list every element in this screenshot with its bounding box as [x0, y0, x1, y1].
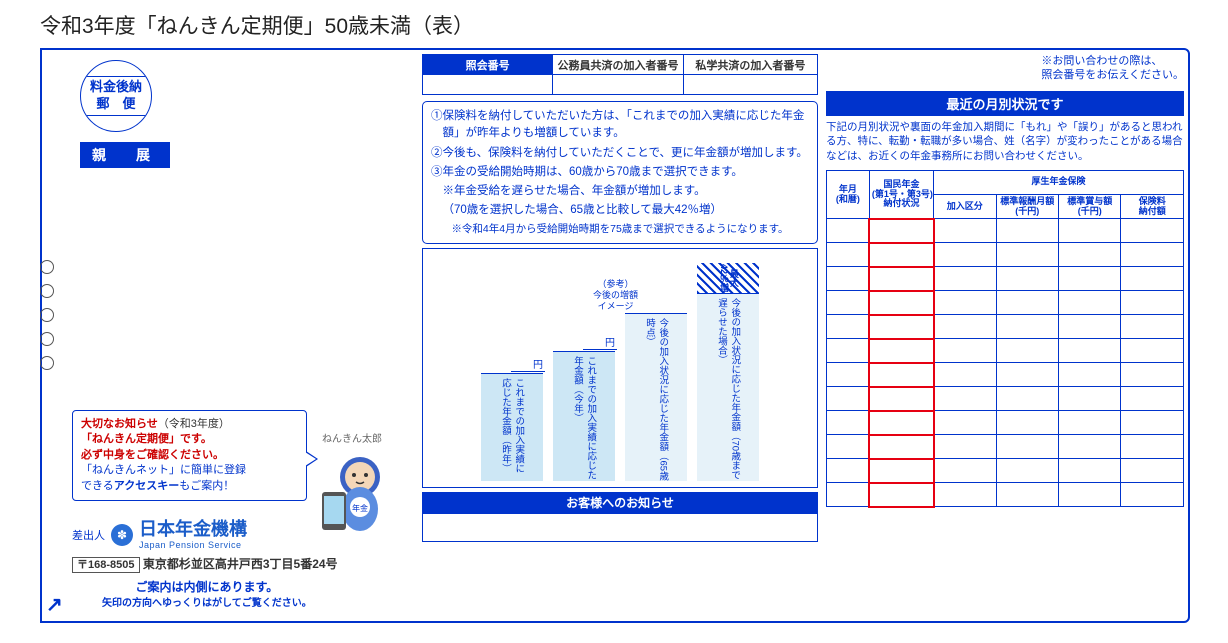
chart-bar: 今後の加入状況に応じた年金額（65歳時点）: [625, 313, 687, 481]
bar-label: これまでの加入実績に応じた年金額（今年）: [571, 356, 598, 481]
street-address: 東京都杉並区高井戸西3丁目5番24号: [143, 557, 338, 571]
monthly-grid: 年月 (和暦) 国民年金 (第1号・第3号) 納付状況 厚生年金保険 加入区分 …: [826, 170, 1184, 508]
peel-arrow-icon: ↗: [46, 592, 63, 617]
sender-address: 〒168-8505 東京都杉並区高井戸西3丁目5番24号: [72, 555, 338, 572]
info-item-3a: ※年金受給を遅らせた場合、年金額が増加します。: [431, 183, 809, 200]
col-sub3: 標準賞与額 (千円): [1059, 194, 1121, 219]
speech-l3: 必ず中身をご確認ください。: [81, 449, 224, 461]
mascot-icon: 年金: [312, 447, 392, 542]
mascot-name: ねんきん太郎: [312, 430, 392, 445]
speech-l4b: できる: [81, 480, 114, 492]
col-nk: 国民年金 (第1号・第3号) 納付状況: [869, 170, 933, 219]
col-ym: 年月 (和暦): [827, 170, 870, 219]
col-sub1: 加入区分: [934, 194, 996, 219]
yen-tag: 円: [511, 356, 545, 372]
postcard-frame: 料金後納 郵 便 親 展 大切なお知らせ（令和3年度） 「ねんきん定期便」です。…: [40, 48, 1190, 623]
table-row: [827, 219, 1184, 243]
page-title: 令和3年度「ねんきん定期便」50歳未満（表）: [40, 10, 1188, 40]
hdr-c2: 公務員共済の加入者番号: [553, 55, 683, 75]
speech-l2: 「ねんきん定期便」です。: [81, 433, 212, 445]
header-table: 照会番号 公務員共済の加入者番号 私学共済の加入者番号: [422, 54, 818, 95]
bar-label: これまでの加入実績に応じた年金額（昨年）: [499, 378, 526, 481]
status-desc: 下記の月別状況や裏面の年金加入期間に「もれ」や「誤り」があると思われる方、特に、…: [826, 120, 1184, 164]
svg-text:年金: 年金: [352, 503, 368, 513]
footer-note: ご案内は内側にあります。 矢印の方向へゆっくりはがしてご覧ください。: [102, 580, 312, 611]
logo-icon: ✽: [111, 524, 133, 546]
speech-bubble: 大切なお知らせ（令和3年度） 「ねんきん定期便」です。 必ず中身をご確認ください…: [72, 410, 307, 501]
table-row: [827, 291, 1184, 315]
footer-line2: 矢印の方向へゆっくりはがしてご覧ください。: [102, 598, 312, 609]
right-panel: ※お問い合わせの際は、 照会番号をお伝えください。 最近の月別状況です 下記の月…: [822, 50, 1188, 621]
table-row: [827, 315, 1184, 339]
zip-code: 〒168-8505: [72, 557, 140, 573]
table-row: [827, 459, 1184, 483]
sender-row: 差出人 ✽ 日本年金機構 Japan Pension Service: [72, 520, 247, 550]
yen-tag: 円: [583, 334, 617, 350]
hdr-c3: 私学共済の加入者番号: [683, 55, 817, 75]
info-item-3: ③年金の受給開始時期は、60歳から70歳まで選択できます。: [431, 164, 809, 181]
notice-title: お客様へのお知らせ: [422, 492, 818, 514]
status-title: 最近の月別状況です: [826, 91, 1184, 116]
notice-box: [422, 514, 818, 542]
table-row: [827, 411, 1184, 435]
table-row: [827, 339, 1184, 363]
table-row: [827, 483, 1184, 507]
chart-bar: 円これまでの加入実績に応じた年金額（今年）: [553, 351, 615, 481]
bar-label: 今後の加入状況に応じた年金額（65歳時点）: [643, 318, 670, 481]
col-group: 厚生年金保険: [934, 170, 1184, 194]
stamp-line2: 郵 便: [96, 96, 135, 111]
left-column: 料金後納 郵 便 親 展 大切なお知らせ（令和3年度） 「ねんきん定期便」です。…: [42, 50, 422, 621]
footer-line1: ご案内は内側にあります。: [135, 580, 278, 594]
table-row: [827, 363, 1184, 387]
info-box: ①保険料を納付していただいた方は、「これまでの加入実績に応じた年金額」が昨年より…: [422, 101, 818, 244]
speech-l4d: もご案内！: [179, 480, 234, 492]
chart-box: （参考） 今後の増額 イメージ 円これまでの加入実績に応じた年金額（昨年）円これ…: [422, 248, 818, 488]
table-row: [827, 387, 1184, 411]
bar-label: 今後の加入状況に応じた年金額（70歳まで遅らせた場合）: [715, 298, 742, 481]
hdr-c1: 照会番号: [423, 55, 553, 75]
postage-stamp: 料金後納 郵 便: [80, 60, 152, 132]
mascot: ねんきん太郎 年金: [312, 430, 392, 542]
table-row: [827, 243, 1184, 267]
speech-l1a: 大切なお知らせ: [81, 418, 158, 430]
confidential-label: 親 展: [80, 142, 170, 168]
speech-l1b: （令和3年度）: [158, 418, 230, 430]
chart-bar: 最大42％増今後の加入状況に応じた年金額（70歳まで遅らせた場合）: [697, 263, 759, 481]
table-row: [827, 267, 1184, 291]
info-item-3b: （70歳を選択した場合、65歳と比較して最大42％増）: [431, 202, 809, 219]
table-row: [827, 435, 1184, 459]
info-item-2: ②今後も、保険料を納付していただくことで、更に年金額が増加します。: [431, 145, 809, 162]
col-sub4: 保険料 納付額: [1121, 194, 1184, 219]
inquiry-note: ※お問い合わせの際は、 照会番号をお伝えください。: [1041, 54, 1184, 83]
stamp-line1: 料金後納: [90, 79, 142, 94]
bar-cap: 最大42％増: [697, 263, 759, 293]
speech-l4c: アクセスキー: [114, 480, 179, 492]
chart-bar: 円これまでの加入実績に応じた年金額（昨年）: [481, 373, 543, 481]
fold-dots: [40, 250, 54, 380]
sender-label: 差出人: [72, 527, 105, 543]
info-item-1: ①保険料を納付していただいた方は、「これまでの加入実績に応じた年金額」が昨年より…: [431, 108, 809, 143]
mid-panel: 照会番号 公務員共済の加入者番号 私学共済の加入者番号 ①保険料を納付していただ…: [422, 50, 822, 621]
col-sub2: 標準報酬月額 (千円): [996, 194, 1058, 219]
org-name-jp: 日本年金機構: [139, 519, 247, 539]
speech-l4a: 「ねんきんネット」に簡単に登録: [81, 464, 246, 476]
info-note: ※令和4年4月から受給開始時期を75歳まで選択できるようになります。: [431, 222, 809, 238]
org-name-en: Japan Pension Service: [139, 540, 242, 550]
